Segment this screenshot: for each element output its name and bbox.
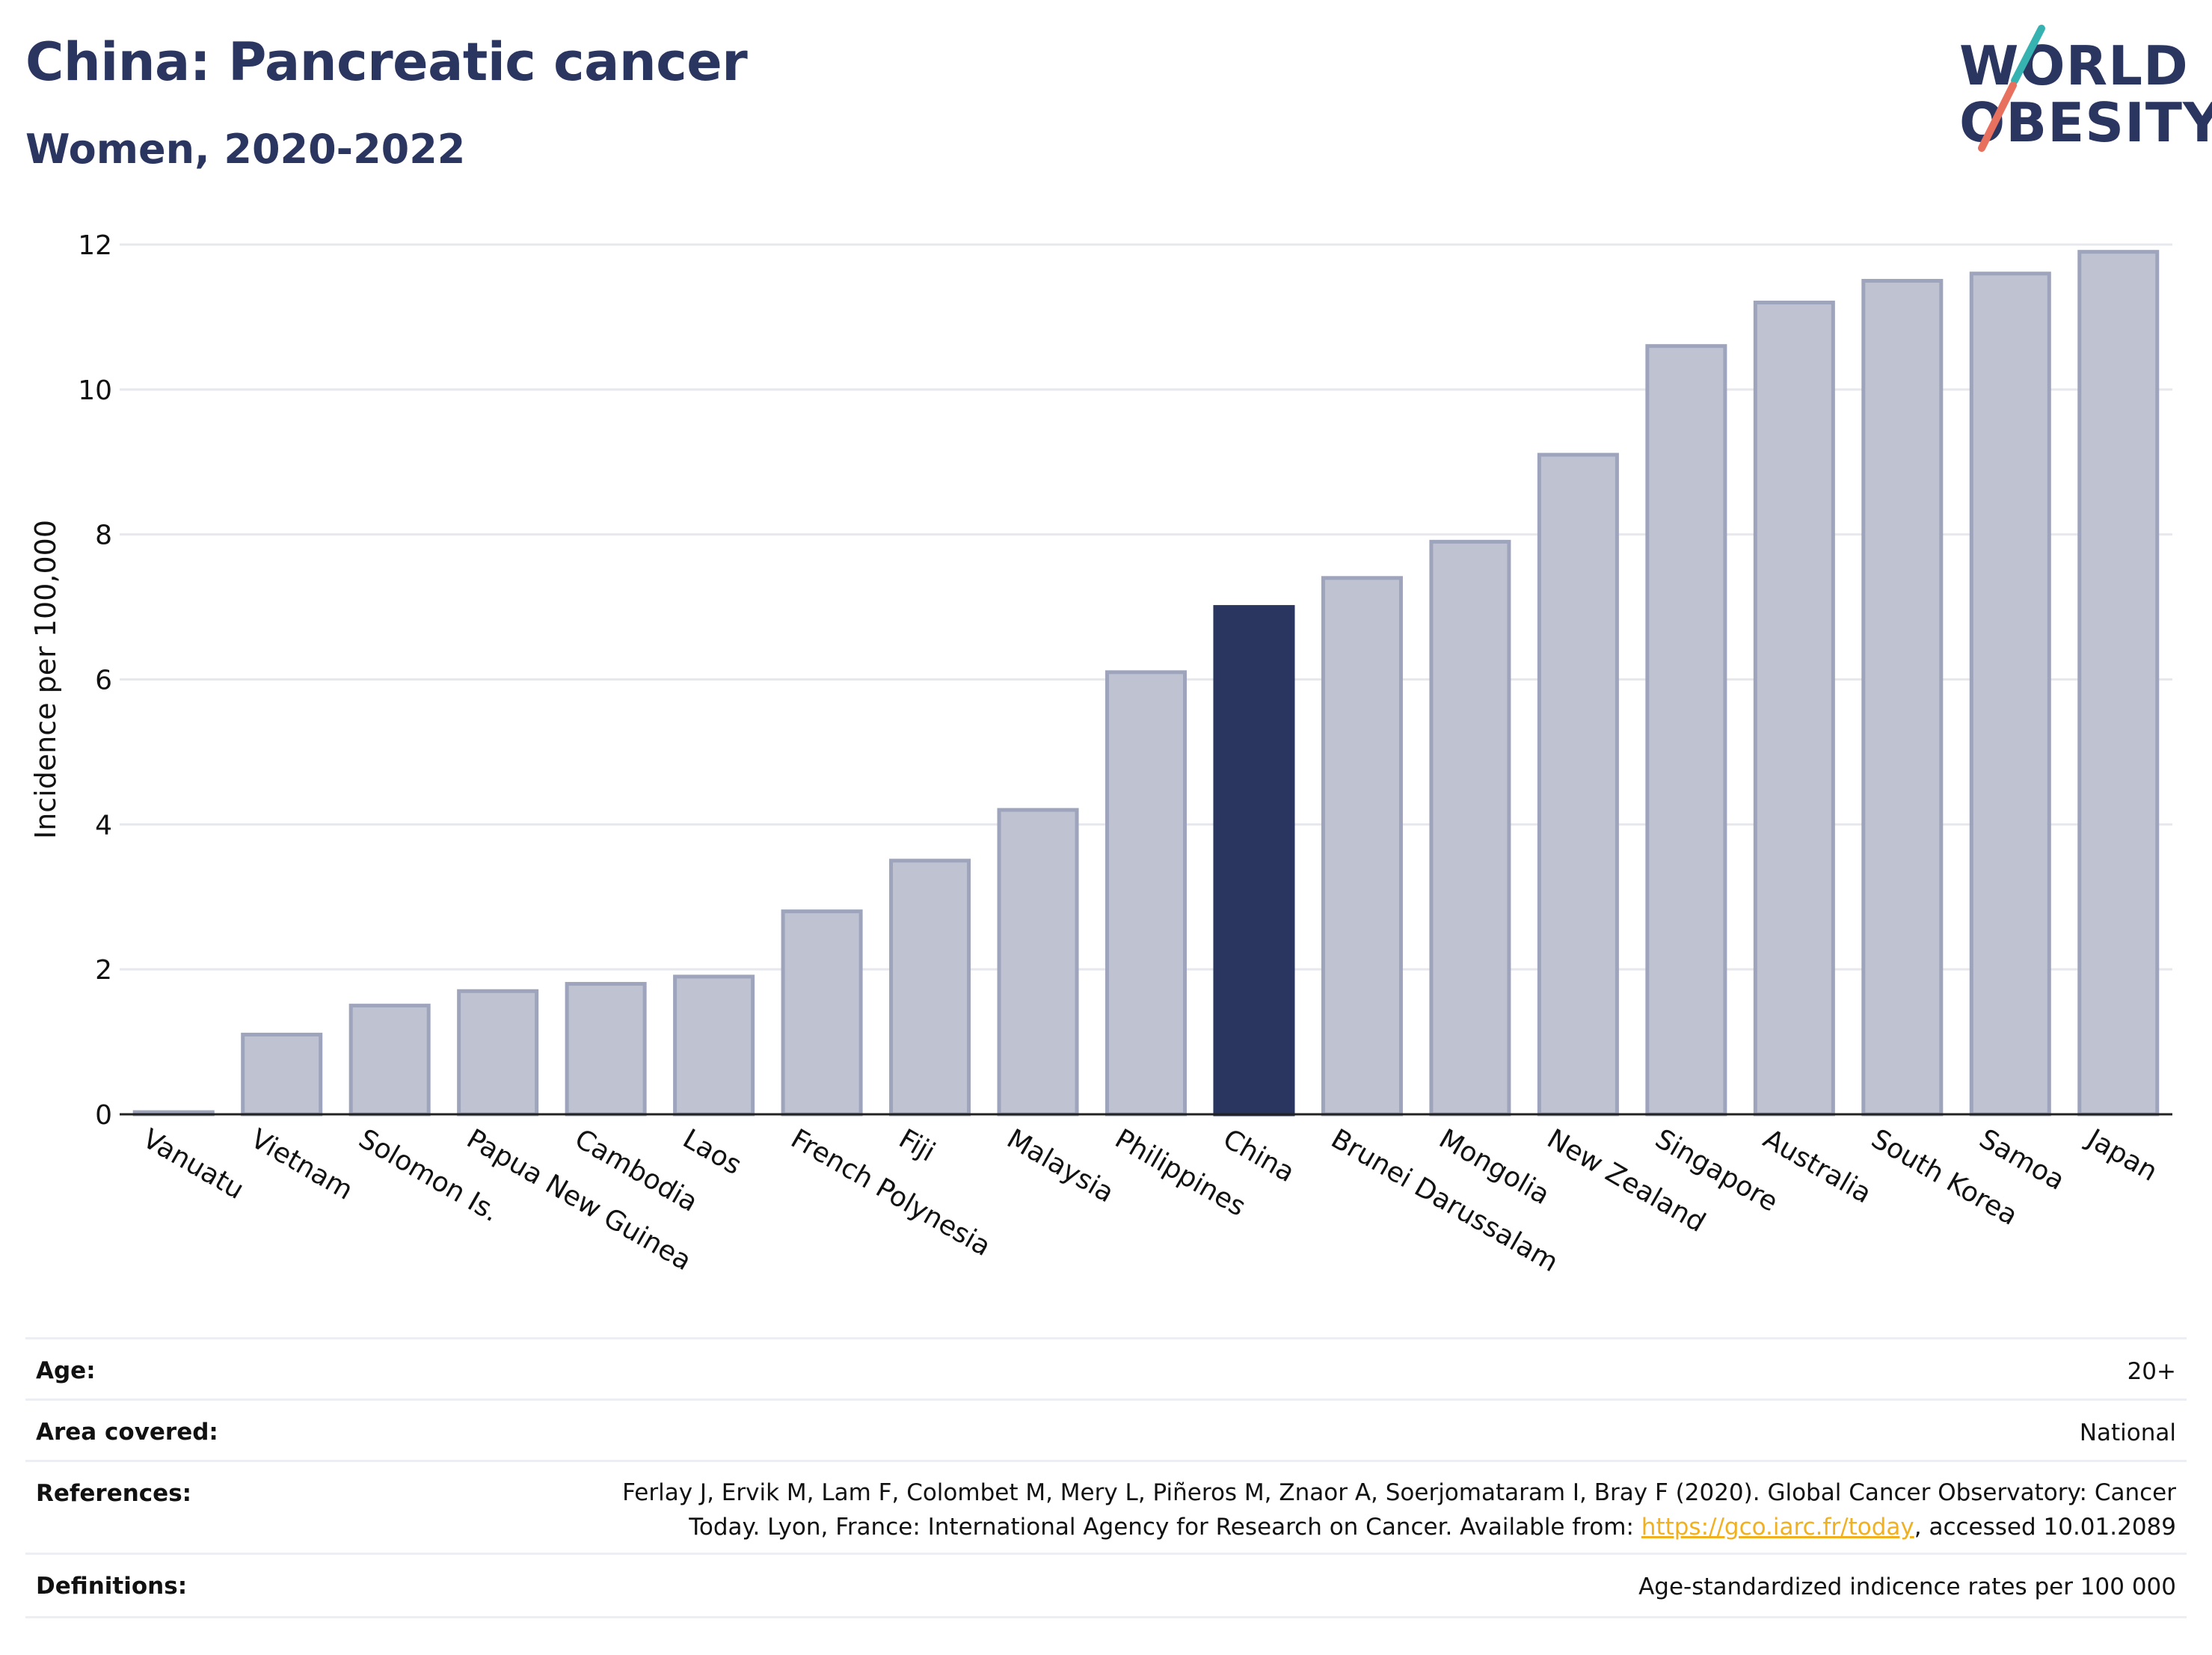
bars <box>132 250 2160 1117</box>
area-label: Area covered: <box>36 1419 218 1446</box>
world-obesity-logo: WORLD OBESITY <box>1944 22 2212 157</box>
bar-solomon-is <box>348 1004 431 1117</box>
bar-laos <box>673 974 755 1117</box>
references-line-2: Today. Lyon, France: International Agenc… <box>622 1510 2176 1544</box>
y-tick-label: 0 <box>95 1100 112 1131</box>
info-row-area: Area covered: National <box>25 1398 2187 1462</box>
page-subtitle: Women, 2020-2022 <box>25 126 466 173</box>
bar-vietnam <box>241 1032 323 1117</box>
x-tick-label: Fiji <box>894 1123 940 1168</box>
bar-japan <box>2077 250 2160 1117</box>
y-tick-label: 10 <box>78 375 112 406</box>
references-label: References: <box>36 1480 192 1507</box>
references-line-2-prefix: Today. Lyon, France: International Agenc… <box>689 1514 1641 1541</box>
bar-china <box>1213 605 1295 1117</box>
area-value: National <box>2079 1419 2176 1446</box>
definitions-label: Definitions: <box>36 1573 188 1600</box>
bar-philippines <box>1105 670 1188 1117</box>
age-value: 20+ <box>2127 1358 2176 1385</box>
logo-word-world: WORLD <box>1959 34 2189 97</box>
x-tick-label: Laos <box>678 1123 746 1181</box>
bar-australia <box>1753 301 1835 1117</box>
x-tick-label: Japan <box>2081 1123 2163 1188</box>
bar-papua-new-guinea <box>457 989 539 1117</box>
bar-singapore <box>1645 344 1727 1117</box>
bar-cambodia <box>565 982 647 1117</box>
bar-malaysia <box>997 808 1079 1117</box>
bar-brunei-darussalam <box>1321 576 1403 1117</box>
bar-new-zealand <box>1537 452 1619 1117</box>
y-tick-label: 2 <box>95 955 112 986</box>
logo-slash-icon <box>1978 25 2045 152</box>
x-tick-label: China <box>1217 1123 1300 1188</box>
references-line-2-suffix: , accessed 10.01.2089 <box>1914 1514 2176 1541</box>
x-tick-label: Malaysia <box>1002 1123 1119 1209</box>
references-link[interactable]: https://gco.iarc.fr/today <box>1641 1514 1914 1541</box>
x-tick-label: Vanuatu <box>138 1123 249 1206</box>
y-tick-label: 4 <box>95 810 112 841</box>
info-row-definitions: Definitions: Age-standardized indicence … <box>25 1553 2187 1618</box>
info-row-age: Age: 20+ <box>25 1337 2187 1401</box>
references-line-1: Ferlay J, Ervik M, Lam F, Colombet M, Me… <box>622 1479 2176 1506</box>
y-tick-label: 12 <box>78 230 112 261</box>
y-axis-ticks: 0 2 4 6 8 10 12 <box>78 230 112 1131</box>
bar-french-polynesia <box>781 909 863 1117</box>
age-label: Age: <box>36 1357 96 1384</box>
info-row-references: References: Ferlay J, Ervik M, Lam F, Co… <box>25 1460 2187 1555</box>
page-title: China: Pancreatic cancer <box>25 31 748 93</box>
x-tick-label: Vietnam <box>245 1123 357 1206</box>
bar-samoa <box>1969 271 2051 1117</box>
x-tick-label: French Polynesia <box>786 1123 996 1262</box>
y-axis-title: Incidence per 100,000 <box>29 520 62 839</box>
bar-mongolia <box>1429 539 1511 1117</box>
references-value: Ferlay J, Ervik M, Lam F, Colombet M, Me… <box>622 1476 2176 1544</box>
bar-fiji <box>889 859 971 1117</box>
y-tick-label: 8 <box>95 521 112 551</box>
definitions-value: Age-standardized indicence rates per 100… <box>1638 1573 2176 1600</box>
bar-south-korea <box>1861 278 1944 1117</box>
y-tick-label: 6 <box>95 666 112 696</box>
